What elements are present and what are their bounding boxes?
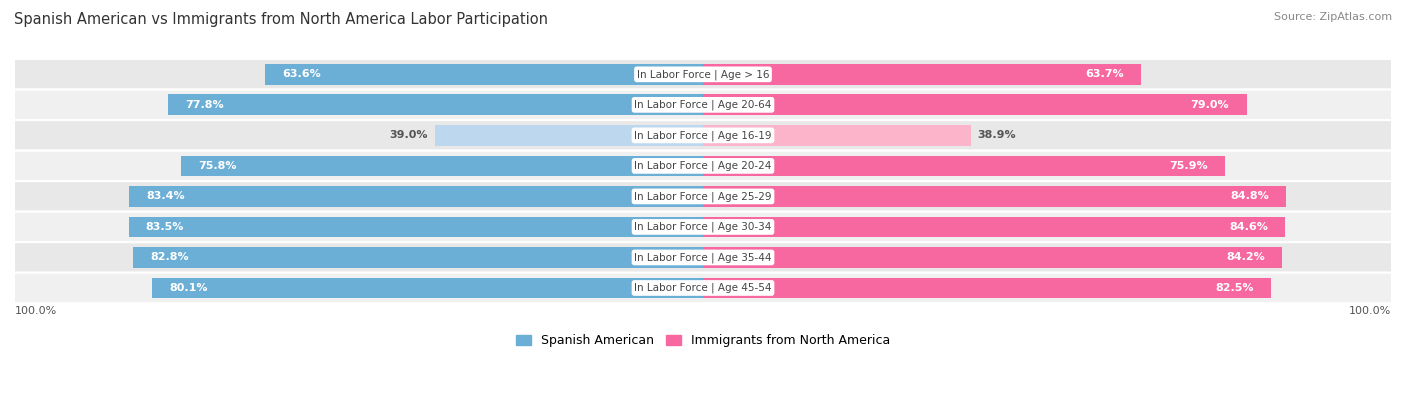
Bar bbox=[152, 278, 703, 298]
Text: 100.0%: 100.0% bbox=[15, 306, 58, 316]
Legend: Spanish American, Immigrants from North America: Spanish American, Immigrants from North … bbox=[516, 334, 890, 347]
Bar bbox=[703, 278, 1271, 298]
Text: 84.2%: 84.2% bbox=[1226, 252, 1265, 262]
Text: 77.8%: 77.8% bbox=[186, 100, 224, 110]
Bar bbox=[266, 64, 703, 85]
Text: Source: ZipAtlas.com: Source: ZipAtlas.com bbox=[1274, 12, 1392, 22]
Text: 80.1%: 80.1% bbox=[169, 283, 208, 293]
Text: In Labor Force | Age 30-34: In Labor Force | Age 30-34 bbox=[634, 222, 772, 232]
Bar bbox=[703, 94, 1247, 115]
Text: 63.7%: 63.7% bbox=[1085, 70, 1123, 79]
FancyBboxPatch shape bbox=[11, 120, 1395, 150]
Text: 84.6%: 84.6% bbox=[1229, 222, 1268, 232]
Text: 79.0%: 79.0% bbox=[1191, 100, 1229, 110]
Text: In Labor Force | Age 45-54: In Labor Force | Age 45-54 bbox=[634, 283, 772, 293]
Bar bbox=[703, 247, 1282, 268]
FancyBboxPatch shape bbox=[11, 59, 1395, 90]
Text: 82.5%: 82.5% bbox=[1215, 283, 1253, 293]
Text: In Labor Force | Age 35-44: In Labor Force | Age 35-44 bbox=[634, 252, 772, 263]
FancyBboxPatch shape bbox=[11, 242, 1395, 273]
Text: In Labor Force | Age 20-24: In Labor Force | Age 20-24 bbox=[634, 161, 772, 171]
Bar bbox=[703, 125, 970, 146]
Bar bbox=[703, 64, 1142, 85]
Text: 83.4%: 83.4% bbox=[146, 192, 186, 201]
FancyBboxPatch shape bbox=[11, 181, 1395, 212]
Bar bbox=[703, 216, 1285, 237]
Bar bbox=[134, 247, 703, 268]
Text: In Labor Force | Age 25-29: In Labor Force | Age 25-29 bbox=[634, 191, 772, 202]
Text: 75.8%: 75.8% bbox=[198, 161, 238, 171]
FancyBboxPatch shape bbox=[11, 212, 1395, 242]
Text: 39.0%: 39.0% bbox=[389, 130, 427, 140]
Bar bbox=[434, 125, 703, 146]
Text: In Labor Force | Age 20-64: In Labor Force | Age 20-64 bbox=[634, 100, 772, 110]
Text: 83.5%: 83.5% bbox=[146, 222, 184, 232]
Text: 84.8%: 84.8% bbox=[1230, 192, 1270, 201]
Text: In Labor Force | Age > 16: In Labor Force | Age > 16 bbox=[637, 69, 769, 79]
Bar bbox=[167, 94, 703, 115]
FancyBboxPatch shape bbox=[11, 273, 1395, 303]
Text: 82.8%: 82.8% bbox=[150, 252, 190, 262]
Text: Spanish American vs Immigrants from North America Labor Participation: Spanish American vs Immigrants from Nort… bbox=[14, 12, 548, 27]
Text: 75.9%: 75.9% bbox=[1170, 161, 1208, 171]
FancyBboxPatch shape bbox=[11, 90, 1395, 120]
Bar bbox=[128, 216, 703, 237]
Bar bbox=[703, 186, 1286, 207]
Text: In Labor Force | Age 16-19: In Labor Force | Age 16-19 bbox=[634, 130, 772, 141]
Text: 100.0%: 100.0% bbox=[1348, 306, 1391, 316]
Bar bbox=[129, 186, 703, 207]
Bar bbox=[181, 156, 703, 176]
FancyBboxPatch shape bbox=[11, 150, 1395, 181]
Bar bbox=[703, 156, 1225, 176]
Text: 63.6%: 63.6% bbox=[283, 70, 322, 79]
Text: 38.9%: 38.9% bbox=[977, 130, 1017, 140]
